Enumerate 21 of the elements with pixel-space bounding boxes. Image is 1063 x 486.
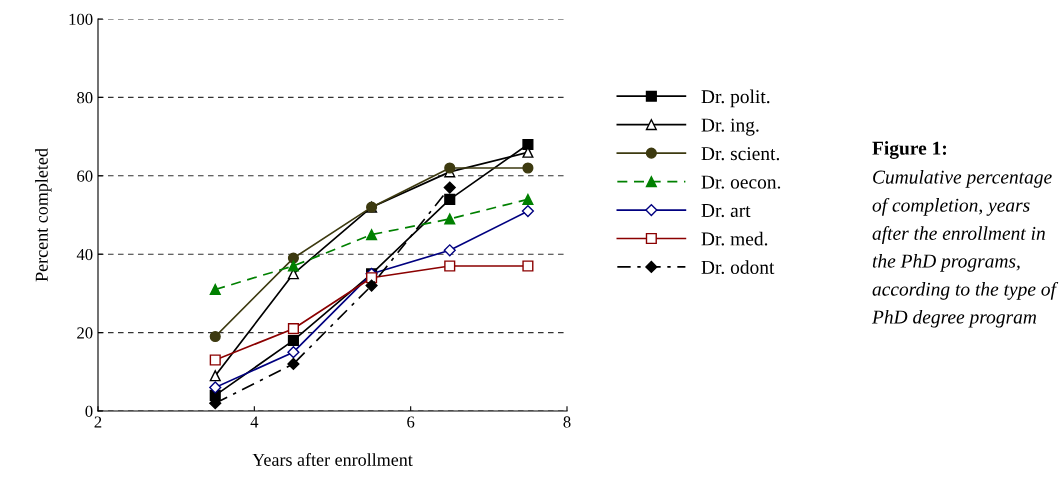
legend-label: Dr. art: [701, 204, 751, 218]
legend-label: Dr. med.: [701, 231, 768, 246]
x-tick-label: 2: [94, 416, 102, 428]
y-tick-label: 40: [76, 248, 93, 261]
text: Cumulative percentage of completion, years after the enrollment in the PhD programs, according to the type of PhD degree program: [871, 170, 1059, 328]
legend-label: Dr. odont: [701, 260, 775, 275]
legend-label: Dr. oecon.: [701, 175, 781, 189]
y-tick-label: 60: [77, 170, 93, 182]
x-tick-label: 8: [563, 416, 571, 428]
legend-label: Dr. ing.: [701, 118, 759, 136]
legend-label: Dr. polit.: [701, 89, 770, 108]
y-tick-label: 0: [85, 405, 93, 417]
x-tick-label: 6: [407, 416, 415, 428]
y-tick-label: 100: [69, 13, 93, 25]
y-tick-label: 80: [77, 92, 93, 104]
y-tick-label: 20: [77, 327, 93, 339]
x-tick-label: 4: [250, 416, 259, 428]
legend-label: Dr. scient.: [701, 147, 780, 161]
text: Figure 1:: [872, 141, 947, 159]
x-axis-title: Years after enrollment: [252, 453, 413, 466]
y-axis-title: Percent completed: [35, 148, 52, 282]
